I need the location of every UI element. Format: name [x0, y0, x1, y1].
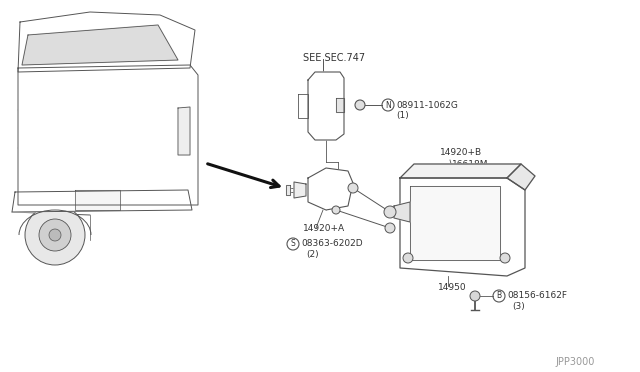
Polygon shape	[400, 178, 525, 276]
Polygon shape	[12, 190, 192, 212]
Text: B: B	[497, 292, 502, 301]
Text: 16618M: 16618M	[452, 160, 488, 169]
Circle shape	[500, 253, 510, 263]
Text: (1): (1)	[397, 110, 410, 119]
Polygon shape	[178, 107, 190, 155]
Text: SEE SEC.747: SEE SEC.747	[303, 53, 365, 63]
Polygon shape	[308, 72, 344, 140]
Circle shape	[332, 206, 340, 214]
Polygon shape	[22, 25, 178, 65]
Text: 08156-6162F: 08156-6162F	[507, 292, 567, 301]
Circle shape	[470, 291, 480, 301]
Polygon shape	[336, 98, 344, 112]
Text: 14920+B: 14920+B	[440, 148, 482, 157]
Polygon shape	[298, 94, 308, 118]
Polygon shape	[308, 168, 353, 210]
Text: 14920+A: 14920+A	[303, 224, 345, 232]
Text: 08363-6202D: 08363-6202D	[301, 240, 363, 248]
Polygon shape	[286, 185, 290, 195]
Circle shape	[49, 229, 61, 241]
Polygon shape	[18, 12, 195, 72]
Circle shape	[384, 206, 396, 218]
Circle shape	[403, 253, 413, 263]
Polygon shape	[294, 182, 306, 198]
Circle shape	[348, 183, 358, 193]
Circle shape	[385, 223, 395, 233]
Circle shape	[355, 100, 365, 110]
Polygon shape	[507, 164, 535, 190]
Text: JPP3000: JPP3000	[555, 357, 595, 367]
Polygon shape	[400, 164, 521, 178]
Polygon shape	[18, 65, 198, 205]
Text: (2): (2)	[307, 250, 319, 259]
Text: (3): (3)	[513, 301, 525, 311]
Polygon shape	[410, 186, 500, 260]
Circle shape	[25, 205, 85, 265]
Text: N: N	[385, 100, 391, 109]
Polygon shape	[394, 202, 410, 222]
Polygon shape	[75, 190, 120, 210]
Text: 14950: 14950	[438, 283, 467, 292]
Circle shape	[39, 219, 71, 251]
Text: 08911-1062G: 08911-1062G	[396, 100, 458, 109]
Text: S: S	[291, 240, 296, 248]
